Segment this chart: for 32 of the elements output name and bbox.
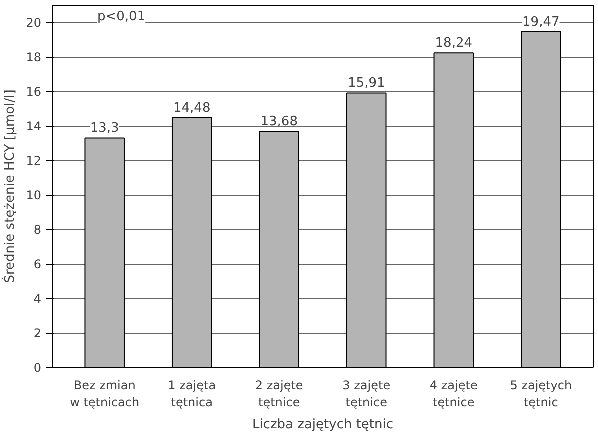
y-tick-label: 2 [34,326,42,341]
bar [84,138,125,368]
y-tick-label: 8 [34,223,42,238]
y-tick-label: 14 [26,120,42,134]
data-label: 13,68 [260,114,298,130]
x-axis-title: Liczba zajętych tętnic [252,417,394,432]
data-label: 18,24 [435,36,472,52]
data-label: 15,91 [348,76,386,92]
x-tick-label: 5 zajętych tętnic [510,378,572,410]
bar [259,131,300,368]
data-label: 13,3 [90,121,120,136]
data-label: 19,47 [522,14,560,30]
y-tick-label: 4 [34,292,42,306]
x-tick-label: 2 zajęte tętnice [255,378,304,410]
data-label: 14,48 [174,100,211,116]
bar [346,92,387,368]
y-tick-label: 20 [26,16,42,30]
y-tick-label: 18 [26,50,42,65]
bar [172,117,212,368]
y-tick-label: 6 [34,258,42,272]
x-tick-label: 3 zajęte tętnice [342,378,391,410]
bar [434,52,474,368]
y-tick-label: 12 [26,154,42,168]
y-tick-label: 10 [26,188,42,203]
bar [521,31,562,368]
x-tick-label: 1 zajęta tętnica [168,378,216,410]
y-axis-title: Średnie stężenie HCY [µmol/l] [1,90,18,284]
y-tick-label: 16 [26,85,42,100]
x-tick-label: Bez zmian w tętnicach [70,378,140,410]
annotation: p<0,01 [98,10,146,25]
y-tick-label: 0 [34,361,42,375]
x-tick-label: 4 zajęte tętnice [430,378,478,410]
